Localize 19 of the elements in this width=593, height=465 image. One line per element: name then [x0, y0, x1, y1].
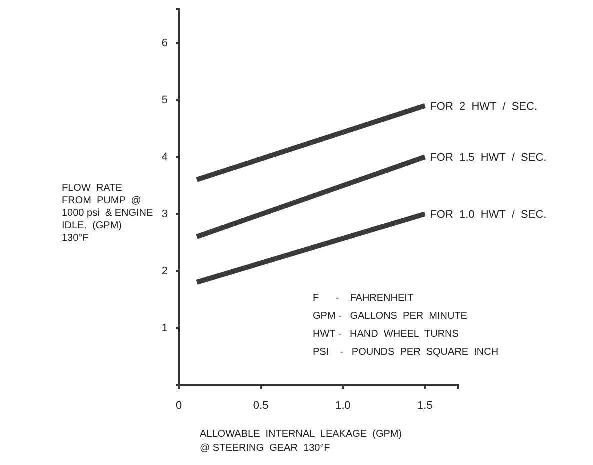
annotation: GPM - GALLONS PER MINUTE	[313, 311, 468, 322]
series-label: FOR 2 HWT / SEC.	[430, 100, 538, 113]
y-tick-label: 4	[162, 152, 168, 164]
annotation: F - FAHRENHEIT	[313, 293, 414, 304]
annotation: PSI - POUNDS PER SQUARE INCH	[313, 347, 499, 358]
y-tick-label: 1	[162, 322, 168, 335]
y-axis-title: FLOW RATE FROM PUMP @ 1000 psi & ENGINE IDLE. (GPM) 130°F	[62, 183, 154, 244]
x-tick-label: 1.5	[418, 400, 433, 412]
y-tick-label: 6	[162, 38, 168, 50]
y-tick-label: 5	[162, 94, 168, 107]
y-tick-label: 3	[162, 208, 168, 221]
x-tick-label: 0	[176, 400, 182, 412]
y-tick-label: 2	[162, 266, 168, 278]
annotation: HWT - HAND WHEEL TURNS	[313, 329, 460, 340]
x-tick-label: 0.5	[253, 400, 269, 412]
series-label: FOR 1.0 HWT / SEC.	[430, 209, 547, 222]
series-label: FOR 1.5 HWT / SEC.	[430, 152, 547, 164]
x-axis-title: ALLOWABLE INTERNAL LEAKAGE (GPM) @ STEERING GEAR 130°F	[200, 429, 402, 454]
x-tick-label: 1.0	[335, 400, 351, 412]
